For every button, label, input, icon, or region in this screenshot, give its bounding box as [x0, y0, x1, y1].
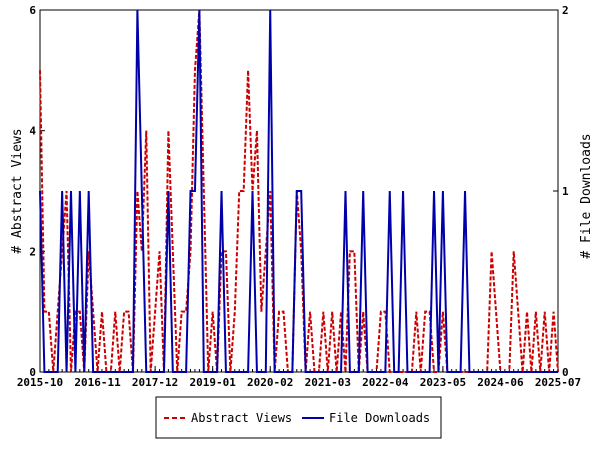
x-tick-label: 2017-12 [132, 376, 178, 389]
y-axis-title-right: # File Downloads [579, 133, 594, 258]
x-tick-label: 2025-07 [535, 376, 581, 389]
x-tick-label: 2022-04 [362, 376, 409, 389]
y-left-tick-label: 6 [29, 4, 36, 17]
y-axis-title-left: # Abstract Views [10, 128, 25, 253]
legend-box [155, 396, 442, 439]
tick-labels: 2015-10 2016-11 2017-12 2019-01 2020-02 2021-… [17, 4, 581, 389]
x-tick-label: 2019-01 [189, 376, 236, 389]
y-left-tick-label: 0 [29, 366, 36, 379]
legend: Abstract Views File Downloads [155, 396, 442, 439]
y-right-tick-label: 1 [562, 185, 569, 198]
x-tick-label: 2024-06 [477, 376, 524, 389]
series-group [39, 9, 559, 373]
y-right-tick-label: 0 [562, 366, 569, 379]
x-tick-label: 2021-03 [305, 376, 351, 389]
x-tick-label: 2016-11 [74, 376, 121, 389]
x-tick-label: 2015-10 [17, 376, 63, 389]
legend-label-file-downloads: File Downloads [329, 411, 430, 425]
x-tick-label: 2023-05 [420, 376, 466, 389]
series-line-file-downloads [39, 9, 558, 373]
legend-label-abstract-views: Abstract Views [191, 411, 292, 425]
y-left-tick-label: 2 [29, 245, 36, 258]
y-right-tick-label: 2 [562, 4, 569, 17]
y-left-tick-label: 4 [29, 125, 36, 138]
x-tick-label: 2020-02 [247, 376, 293, 389]
